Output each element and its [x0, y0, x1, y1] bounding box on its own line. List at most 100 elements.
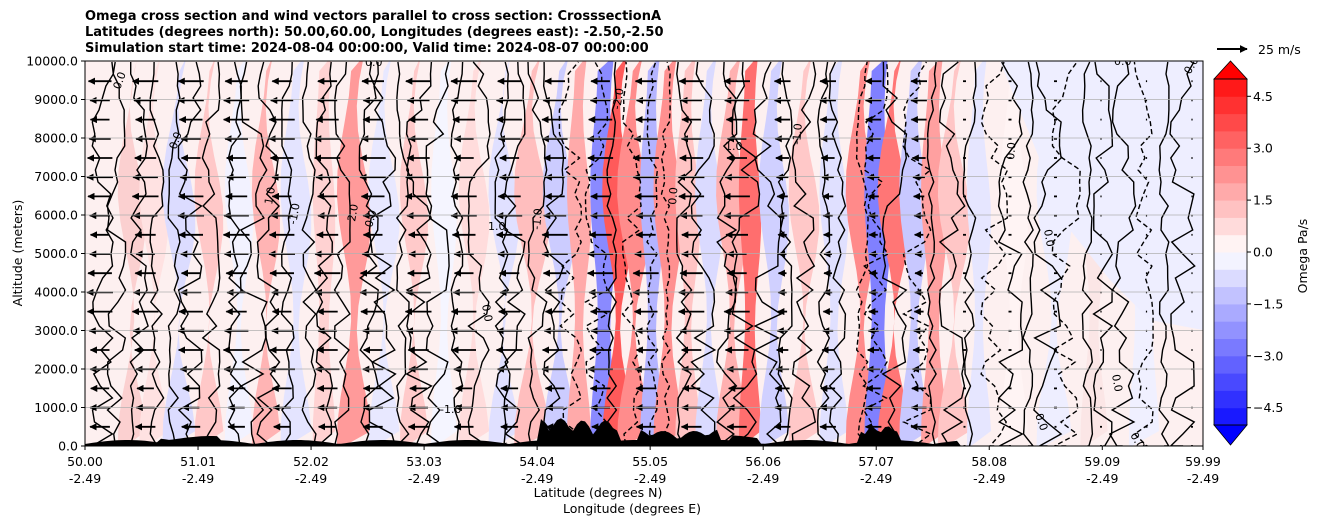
contour-label: 0.0 [1041, 228, 1057, 247]
y-tick-label: 0.0 [58, 439, 78, 454]
colorbar-tick-label: 0.0 [1253, 245, 1273, 260]
colorbar-segment [1214, 217, 1247, 236]
y-tick-label: 7000.0 [34, 169, 78, 184]
x-tick-label-lat: 52.02 [293, 454, 329, 469]
contour-line [395, 61, 410, 446]
x-tick-label-lon: -2.49 [408, 471, 440, 486]
contour-label: 1.0 [725, 140, 743, 153]
contour-labels: 0.0 0.0 1.0 -1.0 2.0 0.0 0.0 1.0 0.0 -1.… [111, 56, 1202, 446]
contour-line [504, 61, 526, 446]
contour-label: 0.0 [1032, 412, 1050, 433]
contour-line [1108, 61, 1137, 446]
contour-line [1169, 61, 1196, 446]
contour-line [962, 61, 977, 446]
x-tick-label-lon: -2.49 [634, 471, 666, 486]
colorbar-segment [1214, 165, 1247, 184]
contour-line [777, 61, 793, 446]
contour-line [881, 61, 908, 446]
contour-label: 0.0 [111, 70, 129, 91]
contour-label: 0.0 [1109, 373, 1125, 392]
contour-line [558, 61, 583, 446]
y-tick-label: 1000.0 [34, 400, 78, 415]
contour-line [621, 61, 642, 446]
contour-label: 0.0 [362, 209, 379, 229]
colorbar-tick-label: 3.0 [1253, 141, 1273, 156]
colorbar-extend-top [1213, 60, 1248, 80]
y-tick-label: 2000.0 [34, 362, 78, 377]
title-line-2: Latitudes (degrees north): 50.00,60.00, … [85, 25, 664, 40]
contour-line [494, 61, 510, 446]
contour-label: 2.0 [345, 203, 361, 222]
contour-label: 1.0 [262, 186, 278, 205]
x-tick-label-lat: 58.08 [971, 454, 1007, 469]
contour-line [675, 61, 693, 446]
colorbar-segment [1214, 182, 1247, 201]
colorbar-extend-bottom [1213, 424, 1248, 446]
contour-line [90, 61, 115, 446]
contour-line [256, 61, 281, 446]
contour-line [1051, 61, 1081, 446]
colorbar: 4.5 3.0 1.5 0.0 −1.5 −3.0 −4.5 [1213, 60, 1283, 446]
contour-line [527, 61, 548, 446]
colorbar-segment [1214, 338, 1247, 357]
colorbar-segment [1214, 321, 1247, 339]
x-tick-label-lat: 55.05 [632, 454, 668, 469]
x-tick-label-lat: 54.04 [519, 454, 555, 469]
quiver-key-label: 25 m/s [1258, 42, 1301, 57]
contour-line [752, 61, 783, 446]
title-line-3: Simulation start time: 2024-08-04 00:00:… [85, 41, 649, 56]
y-axis-label: Altitude (meters) [10, 200, 25, 307]
contour-line [149, 61, 165, 446]
contour-line [177, 61, 203, 446]
colorbar-segment [1214, 355, 1247, 374]
contour-label: 1.0 [488, 220, 506, 233]
contour-line [855, 61, 869, 446]
colorbar-tick-label: −3.0 [1253, 348, 1283, 363]
contour-line [731, 61, 761, 446]
contour-label: -2.0 [610, 87, 627, 110]
contour-line [1022, 61, 1034, 446]
x-tick-label-lon: -2.49 [1187, 471, 1219, 486]
colorbar-segment [1214, 373, 1247, 391]
colorbar-segment [1214, 234, 1247, 253]
contour-line [106, 61, 127, 446]
colorbar-segment [1214, 252, 1247, 270]
contour-line [542, 61, 565, 446]
contour-label: 0.0 [666, 187, 680, 206]
contour-line [239, 61, 268, 446]
contour-label: 0.0 [167, 130, 185, 151]
x-tick-label-lat: 51.01 [180, 454, 216, 469]
contour-line [280, 61, 295, 446]
y-tick-label: 8000.0 [34, 131, 78, 146]
contour-line [358, 61, 379, 446]
contour-label: -1.0 [286, 202, 303, 225]
x-tick-label-lat: 59.99 [1185, 454, 1221, 469]
contour-line [1033, 61, 1063, 446]
contour-line [816, 61, 831, 446]
contour-line [606, 61, 618, 446]
x-tick-label-lon: -2.49 [1086, 471, 1118, 486]
x-tick-label-lon: -2.49 [182, 471, 214, 486]
contour-line [201, 61, 221, 446]
colorbar-segment [1214, 303, 1247, 322]
x-tick-label-lon: -2.49 [973, 471, 1005, 486]
colorbar-segment [1214, 269, 1247, 288]
terrain [85, 418, 1203, 446]
contour-label: -1.0 [790, 123, 805, 146]
contour-line [828, 61, 847, 446]
contour-label: 0.0 [365, 56, 383, 69]
colorbar-segment [1214, 200, 1247, 218]
contour-line [167, 61, 181, 446]
terrain-silhouette [85, 418, 1203, 446]
contour-line [584, 61, 609, 446]
y-tick-label: 3000.0 [34, 323, 78, 338]
contour-line [690, 61, 717, 446]
contour-line [425, 61, 450, 446]
contour-line [227, 61, 244, 446]
contour-line [862, 61, 890, 446]
contour-label: 0.0 [479, 303, 495, 322]
y-tick-label: 9000.0 [34, 92, 78, 107]
x-tick-label-lat: 53.03 [406, 454, 442, 469]
colorbar-segment [1214, 96, 1247, 115]
contour-line [368, 61, 397, 446]
